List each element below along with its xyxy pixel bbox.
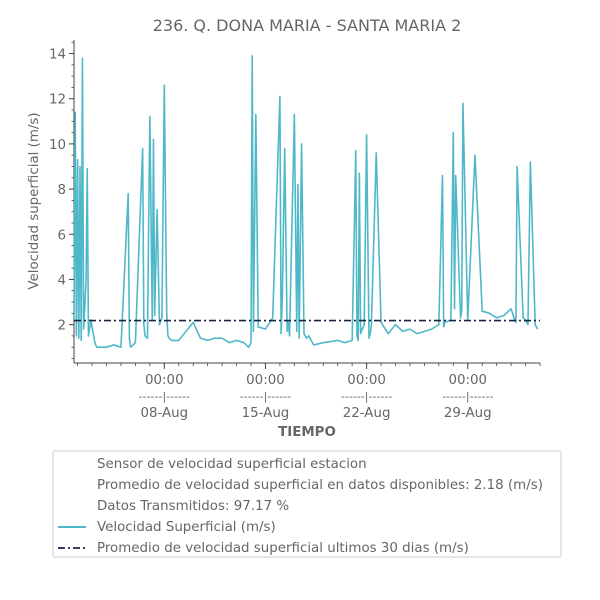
- y-tick-label: 4: [57, 273, 66, 288]
- legend-entry-average-30-days: Promedio de velocidad superficial ultimo…: [54, 538, 469, 558]
- x-tick-separator: ------|------: [442, 390, 493, 403]
- legend-blank-marker: [58, 475, 88, 495]
- legend-solid-line-marker: [58, 517, 88, 537]
- velocity-series-line: [73, 55, 539, 348]
- x-tick-time-label: 00:00: [246, 373, 285, 388]
- legend-label: Promedio de velocidad superficial ultimo…: [97, 540, 469, 556]
- y-tick-label: 14: [49, 48, 66, 63]
- tick-layer: 2 4 6 8 10 12 14 00:00 ------|------ 08-Aug 00:00 -…: [49, 41, 541, 421]
- x-tick-date-label: 29-Aug: [444, 406, 492, 421]
- legend-entry-velocity: Velocidad Superficial (m/s): [54, 517, 276, 537]
- y-tick-label: 6: [57, 228, 66, 243]
- legend-dashdot-line-marker: [58, 538, 88, 558]
- legend-label: Datos Transmitidos: 97.17 %: [97, 498, 290, 514]
- chart-title: 236. Q. DONA MARIA - SANTA MARIA 2: [153, 16, 462, 35]
- legend-label: Sensor de velocidad superficial estacion: [97, 456, 367, 472]
- legend-blank-marker: [58, 496, 88, 516]
- y-axis-label: Velocidad superficial (m/s): [27, 112, 42, 289]
- x-tick-separator: ------|------: [341, 390, 392, 403]
- legend-label: Promedio de velocidad superficial en dat…: [97, 477, 543, 493]
- legend: Sensor de velocidad superficial estacion…: [52, 450, 562, 558]
- x-tick-date-label: 08-Aug: [140, 406, 188, 421]
- legend-blank-marker: [58, 454, 88, 474]
- legend-entry-transmitted: Datos Transmitidos: 97.17 %: [54, 496, 289, 516]
- chart-canvas: 236. Q. DONA MARIA - SANTA MARIA 2 Veloc…: [27, 16, 541, 440]
- x-tick-date-label: 15-Aug: [242, 406, 290, 421]
- legend-entry-sensor: Sensor de velocidad superficial estacion: [54, 454, 367, 474]
- x-tick-date-label: 22-Aug: [343, 406, 391, 421]
- y-tick-label: 12: [49, 93, 66, 108]
- x-tick-time-label: 00:00: [448, 373, 487, 388]
- series-layer: [73, 55, 540, 348]
- x-tick-time-label: 00:00: [145, 373, 184, 388]
- y-tick-label: 2: [57, 319, 66, 334]
- x-tick-time-label: 00:00: [347, 373, 386, 388]
- legend-label: Velocidad Superficial (m/s): [97, 519, 276, 535]
- x-axis-label: TIEMPO: [278, 425, 336, 440]
- legend-entry-average-available: Promedio de velocidad superficial en dat…: [54, 475, 543, 495]
- x-tick-separator: ------|------: [240, 390, 291, 403]
- y-tick-label: 10: [49, 138, 66, 153]
- y-tick-label: 8: [57, 183, 66, 198]
- x-tick-separator: ------|------: [139, 390, 190, 403]
